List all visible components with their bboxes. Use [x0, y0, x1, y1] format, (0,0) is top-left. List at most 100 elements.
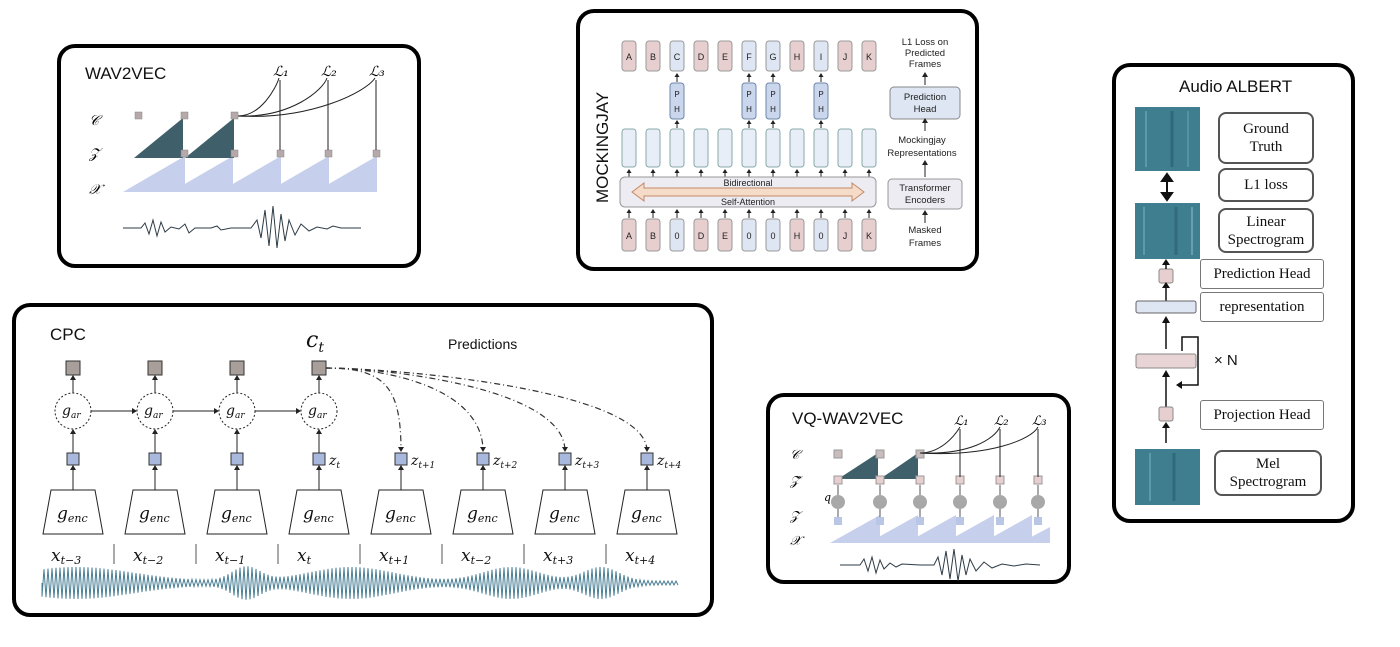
cpc-encoder-label: genc	[221, 504, 252, 525]
vq-loss-curves	[919, 426, 1039, 477]
cpc-encoder-label: genc	[549, 504, 580, 525]
audio-albert-diagram: × N	[1135, 107, 1238, 505]
mockingjay-bottom-frame-label: E	[722, 231, 728, 241]
cpc-prediction-arrow	[325, 367, 566, 452]
mockingjay-bottom-frame	[789, 218, 805, 252]
mockingjay-title: MOCKINGJAY	[593, 92, 612, 203]
wav2vec-diagram: 𝒞 𝒵 𝒳	[88, 64, 385, 249]
albert-transformer-bar	[1135, 353, 1197, 369]
wav2vec-z-triangles	[134, 118, 234, 158]
mel-spectrogram-box: Mel Spectrogram	[1214, 450, 1322, 496]
cpc-context-node	[229, 360, 245, 376]
mockingjay-bottom-frame-label: K	[866, 231, 872, 241]
mockingjay-representation	[741, 128, 757, 168]
double-arrow	[1160, 172, 1174, 202]
cpc-z-label: zt+4	[656, 453, 682, 471]
albert-projection-node	[1158, 406, 1174, 422]
cpc-z-label: zt+1	[410, 453, 435, 471]
mockingjay-top-frame	[693, 40, 709, 72]
cpc-context-node	[65, 360, 81, 376]
mockingjay-ph-box	[741, 82, 757, 120]
mel-spectrogram-image	[1135, 449, 1200, 505]
representation-box: representation	[1200, 292, 1324, 322]
mockingjay-top-frames: A B C D E F G H I J K	[621, 40, 877, 72]
vq-loss-1: ℒ₁	[954, 414, 969, 429]
wav2vec-row-c: 𝒞	[89, 113, 103, 129]
wav2vec-nodes	[134, 111, 381, 158]
cpc-x-label: xt−3	[51, 546, 81, 567]
audio-albert-title: Audio ALBERT	[1179, 77, 1293, 96]
mockingjay-top-frame-label: E	[722, 52, 728, 62]
mockingjay-ph-box	[765, 82, 781, 120]
cpc-z-node	[66, 452, 80, 466]
mockingjay-top-frame-label: G	[769, 52, 776, 62]
mockingjay-representations: Mockingjay Representations	[887, 135, 956, 159]
projection-head-box: Projection Head	[1200, 400, 1324, 430]
mockingjay-bottom-frame-label: J	[843, 231, 848, 241]
cpc-encoder-label: genc	[631, 504, 662, 525]
cpc-encoder	[206, 489, 268, 535]
mockingjay-bottom-frame-label: D	[698, 231, 705, 241]
cpc-z-label: zt+3	[574, 453, 600, 471]
vq-nodes	[831, 449, 1045, 525]
wav2vec-loss-2: ℒ₂	[321, 64, 337, 80]
vq-row-x: 𝒳	[790, 534, 805, 549]
wav2vec-row-x: 𝒳	[89, 182, 105, 198]
cpc-encoder	[124, 489, 186, 535]
cpc-prediction-arrow	[325, 367, 484, 452]
vq-quantizer-node	[913, 495, 927, 509]
mockingjay-representation	[837, 128, 853, 168]
audio-albert-panel: Audio ALBERT	[1112, 63, 1355, 523]
cpc-columns: genc xt−3 genc xt−2 genc xt−1 genc xt genc xt+1 ge…	[42, 360, 682, 567]
mockingjay-top-frame-label: D	[698, 52, 705, 62]
cpc-gar-label: gar	[308, 403, 327, 421]
projection-head-label: Projection Head	[1213, 406, 1311, 423]
vq-row-z: 𝒵	[789, 509, 803, 524]
mockingjay-bottom-frame	[837, 218, 853, 252]
vq-z-node	[996, 517, 1004, 525]
wav2vec-x-triangles	[123, 156, 377, 192]
cpc-z-label: zt+2	[492, 453, 518, 471]
vq-c-node	[915, 449, 925, 459]
wav2vec-title: WAV2VEC	[85, 64, 167, 83]
albert-prediction-node	[1158, 268, 1174, 284]
wav2vec-loss-3: ℒ₃	[369, 64, 385, 80]
vq-quantizer-node	[993, 495, 1007, 509]
mockingjay-bottom-frame	[669, 218, 685, 252]
ground-truth-label: Ground Truth	[1243, 121, 1289, 155]
vq-c-node	[833, 449, 843, 459]
mockingjay-top-frame-label: K	[866, 52, 872, 62]
mockingjay-ph-label: P	[770, 90, 775, 99]
mockingjay-top-frame	[789, 40, 805, 72]
vq-quantizer-node	[1031, 495, 1045, 509]
mockingjay-attention-arrow	[631, 182, 865, 202]
vq-z-node	[1034, 517, 1042, 525]
mockingjay-attention-bottom: Self-Attention	[721, 197, 775, 207]
mockingjay-top-frame	[669, 40, 685, 72]
cpc-prediction-arrows	[325, 367, 650, 452]
cpc-encoder-label: genc	[467, 504, 498, 525]
linear-spectrogram-image	[1135, 203, 1200, 259]
cpc-z-node	[640, 452, 654, 466]
cpc-x-label: xt+3	[543, 546, 573, 567]
linear-spectrogram-label: Linear Spectrogram	[1227, 213, 1305, 248]
vq-loss-2: ℒ₂	[994, 414, 1009, 429]
mockingjay-top-frame	[837, 40, 853, 72]
cpc-encoder-label: genc	[303, 504, 334, 525]
mockingjay-top-frame-label: C	[674, 52, 681, 62]
mockingjay-transformer-box	[887, 178, 963, 210]
mockingjay-top-frame	[717, 40, 733, 72]
mockingjay-ph-label: H	[674, 105, 680, 114]
mockingjay-bottom-frame-label: 0	[746, 231, 751, 241]
vq-waveform	[840, 548, 1041, 582]
cpc-encoder	[370, 489, 432, 535]
vq-quantizer-node	[873, 495, 887, 509]
mockingjay-top-frame-label: H	[794, 52, 801, 62]
linear-spectrogram-box: Linear Spectrogram	[1218, 208, 1314, 253]
mockingjay-top-frame-label: J	[843, 52, 848, 62]
mockingjay-bottom-frame	[813, 218, 829, 252]
vq-wav2vec-diagram: 𝒞 𝒵̂ q 𝒵 𝒳 ℒ₁ ℒ₂ ℒ₃	[789, 414, 1050, 582]
mockingjay-top-frame	[621, 40, 637, 72]
mockingjay-top-frame-label: B	[650, 52, 656, 62]
mockingjay-ph-label: H	[818, 105, 824, 114]
